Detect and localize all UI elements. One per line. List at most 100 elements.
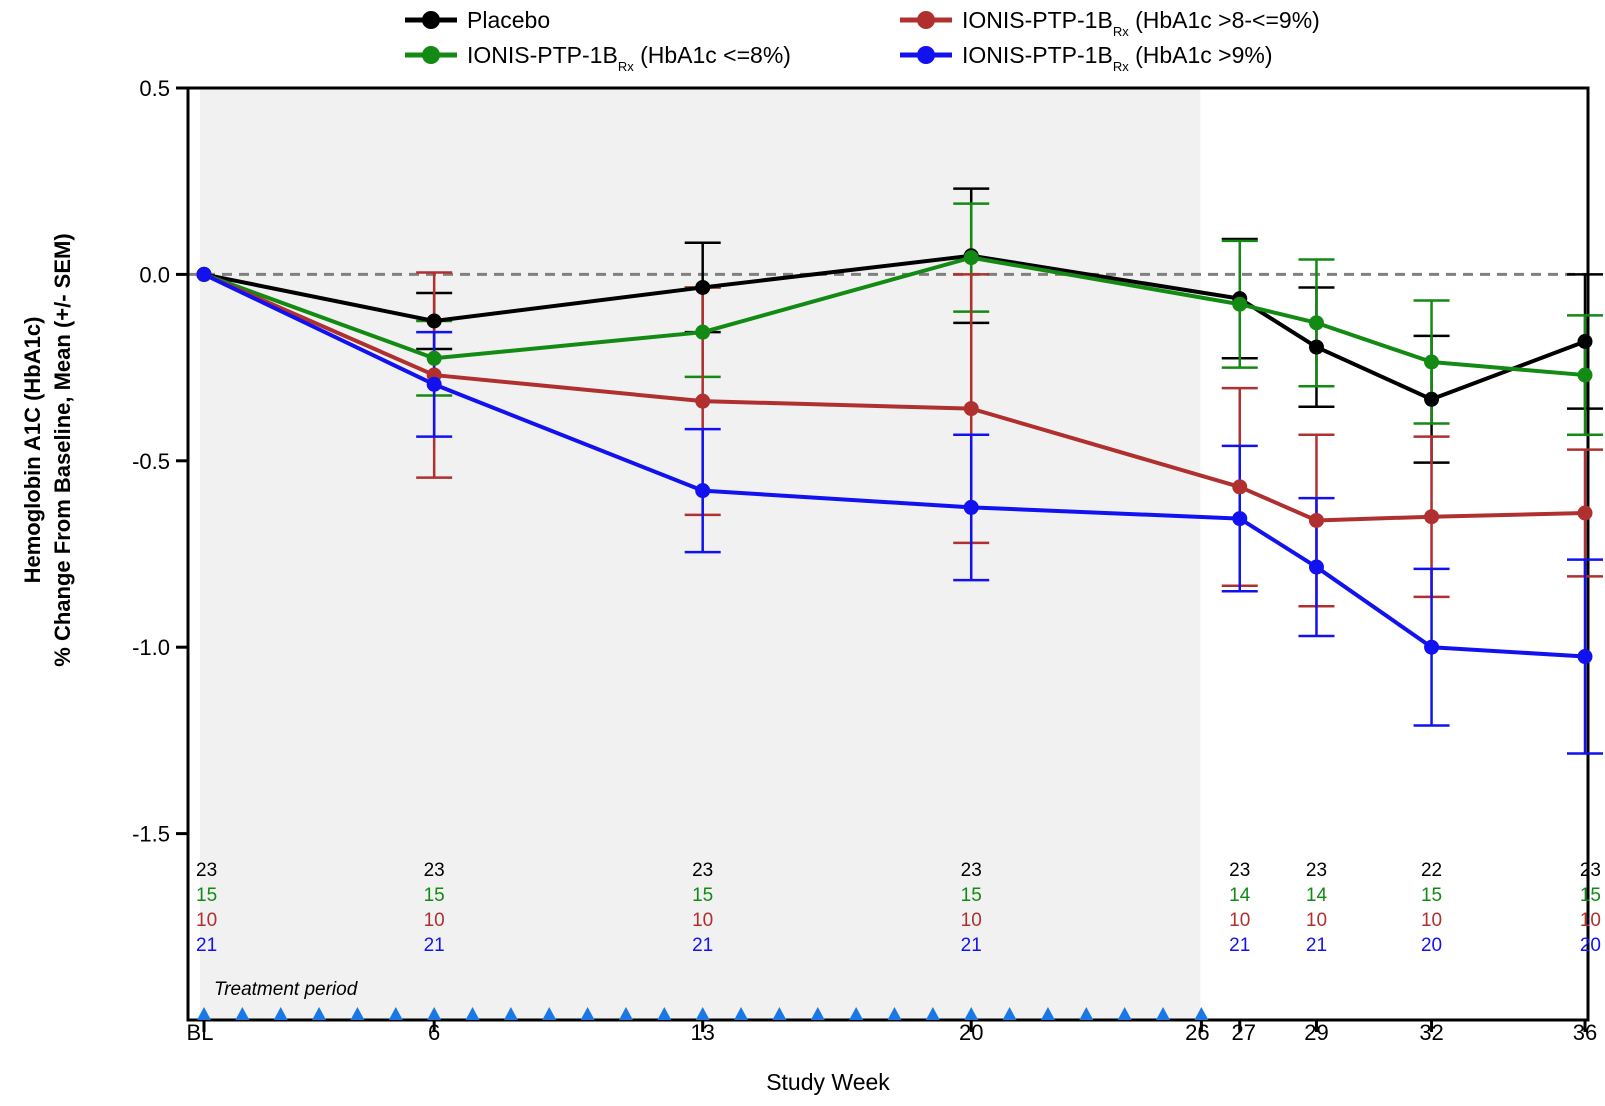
data-point (1232, 511, 1248, 527)
x-tick-label: 32 (1419, 1020, 1443, 1045)
data-point (426, 350, 442, 366)
series-points (196, 248, 1593, 665)
dose-marker-triangle (887, 1007, 902, 1020)
subject-count: 23 (1229, 860, 1250, 881)
series-line (203, 272, 1586, 523)
subject-count: 23 (424, 860, 445, 881)
y-axis-title-line-2: % Change From Baseline, Mean (+/- SEM) (50, 233, 75, 666)
subject-count: 10 (692, 910, 713, 931)
data-point (695, 324, 711, 340)
dose-marker-triangle (810, 1007, 825, 1020)
subject-count: 23 (196, 860, 217, 881)
subject-count: 21 (424, 935, 445, 956)
legend-label-main: Placebo (467, 7, 550, 33)
treatment-period-band (200, 89, 1201, 1019)
data-point (1424, 639, 1440, 655)
dose-marker-triangle (1040, 1007, 1055, 1020)
data-point (1308, 512, 1324, 528)
dose-marker-triangle (925, 1007, 940, 1020)
subject-count: 10 (424, 910, 445, 931)
subject-count: 15 (424, 885, 445, 906)
dose-marker-triangle (312, 1007, 327, 1020)
subject-count-table: 23 23 23 23 23 23 22 23 15 15 15 15 14 14 15 15 10 10 10 10… (196, 860, 1601, 956)
subject-count: 23 (692, 860, 713, 881)
legend-swatch-marker (917, 46, 935, 64)
data-point (1577, 505, 1593, 521)
data-point (1577, 334, 1593, 350)
dose-marker-triangle (849, 1007, 864, 1020)
subject-count: 15 (692, 885, 713, 906)
y-tick-label: 0.0 (139, 262, 170, 287)
legend-label-tail: (HbA1c >8-<=9%) (1129, 7, 1320, 33)
legend-label-subscript: Rx (618, 59, 634, 74)
subject-count: 21 (692, 935, 713, 956)
subject-count: 21 (196, 935, 217, 956)
subject-count: 10 (1580, 910, 1601, 931)
data-point (1232, 479, 1248, 495)
legend-swatch-marker (422, 11, 440, 29)
legend-swatch-marker (917, 11, 935, 29)
data-point (695, 279, 711, 295)
x-tick-label: 27 (1232, 1020, 1256, 1045)
subject-count: 23 (1306, 860, 1327, 881)
data-point (695, 483, 711, 499)
y-axis-title-line-1: Hemoglobin A1C (HbA1c) (20, 317, 45, 584)
subject-count: 15 (196, 885, 217, 906)
subject-count: 14 (1229, 885, 1251, 906)
dose-marker-triangle (964, 1007, 979, 1020)
dose-marker-triangle (427, 1007, 442, 1020)
y-tick-label: -1.0 (132, 635, 170, 660)
legend-label: IONIS-PTP-1BRx (HbA1c >8-<=9%) (962, 7, 1320, 39)
data-point (963, 401, 979, 417)
series-line (203, 272, 1586, 659)
y-tick-label: -1.5 (132, 822, 170, 847)
dose-marker-triangle (1156, 1007, 1171, 1020)
axis-titles: Study Week Hemoglobin A1C (HbA1c) % Chan… (20, 233, 890, 1095)
data-point (695, 393, 711, 409)
x-tick-label: 29 (1304, 1020, 1328, 1045)
dose-marker-triangle (197, 1007, 211, 1020)
legend-label-main: IONIS-PTP-1B (467, 42, 618, 68)
subject-count: 20 (1421, 935, 1442, 956)
x-axis-title: Study Week (766, 1069, 890, 1095)
legend-label: IONIS-PTP-1BRx (HbA1c >9%) (962, 42, 1273, 74)
dose-marker-triangle (465, 1007, 480, 1020)
subject-count: 21 (1306, 935, 1327, 956)
legend-label: IONIS-PTP-1BRx (HbA1c <=8%) (467, 42, 791, 74)
x-tick-label: 36 (1573, 1020, 1597, 1045)
dose-marker-triangle (1002, 1007, 1017, 1020)
dose-marker-triangle (273, 1007, 288, 1020)
subject-count: 14 (1306, 885, 1328, 906)
subject-count: 10 (1306, 910, 1327, 931)
subject-count: 21 (1229, 935, 1250, 956)
dose-marker-triangle (657, 1007, 672, 1020)
x-tick-label: 26 (1185, 1020, 1209, 1045)
data-point (963, 499, 979, 515)
subject-count: 23 (1580, 860, 1601, 881)
series-line (203, 253, 1586, 402)
data-point (1424, 391, 1440, 407)
dose-marker-triangle (580, 1007, 595, 1020)
legend-label-main: IONIS-PTP-1B (962, 7, 1113, 33)
subject-count: 20 (1580, 935, 1601, 956)
treatment-period-label: Treatment period (214, 979, 359, 1000)
data-point (426, 376, 442, 392)
dose-marker-triangle (350, 1007, 365, 1020)
subject-count: 15 (1421, 885, 1442, 906)
y-tick-label: -0.5 (132, 449, 170, 474)
data-point (1308, 339, 1324, 355)
subject-count: 15 (1580, 885, 1601, 906)
subject-count: 21 (961, 935, 982, 956)
subject-count: 10 (1229, 910, 1250, 931)
data-point (426, 313, 442, 329)
subject-count: 22 (1421, 860, 1442, 881)
series-line (203, 255, 1586, 378)
legend-label-tail: (HbA1c >9%) (1129, 42, 1273, 68)
legend-label: Placebo (467, 7, 550, 33)
dose-marker-triangle (618, 1007, 633, 1020)
data-point (1308, 315, 1324, 331)
x-tick-label: 6 (428, 1020, 440, 1045)
subject-count: 15 (961, 885, 982, 906)
subject-count: 10 (196, 910, 217, 931)
